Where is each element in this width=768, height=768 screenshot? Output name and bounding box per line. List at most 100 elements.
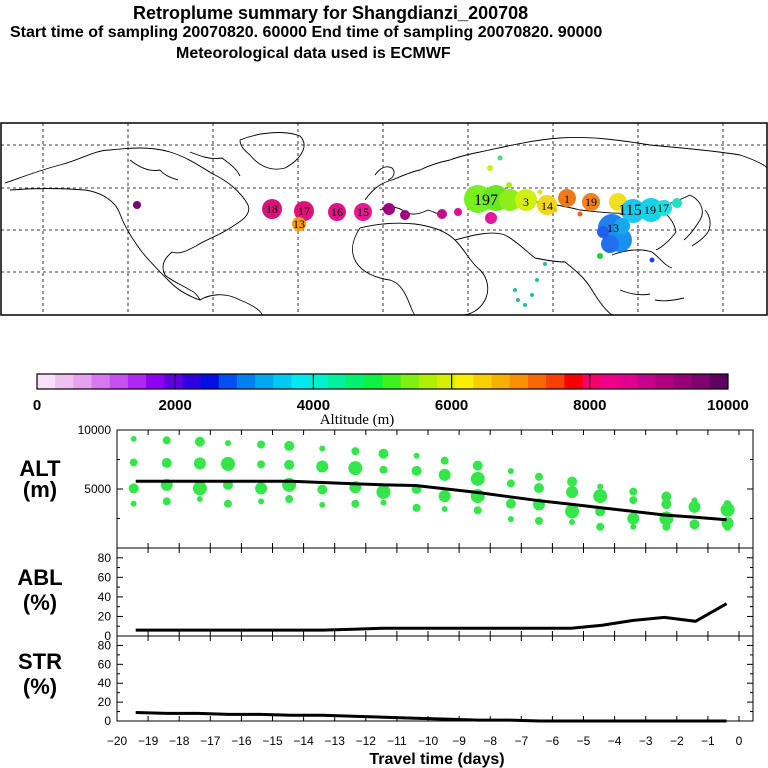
ytick-label: 20 [98, 695, 112, 709]
alt-dot [507, 468, 514, 475]
colorbar-swatch [109, 374, 129, 389]
alt-dot [258, 498, 265, 505]
colorbar-title: Altitude (m) [320, 412, 395, 428]
xtick-label: −8 [483, 734, 497, 748]
xtick-label: −10 [418, 734, 439, 748]
series-line [135, 711, 727, 723]
colorbar-swatch [637, 374, 656, 389]
colorbar-swatch [418, 374, 438, 389]
altitude-cluster-dots [128, 435, 735, 531]
alt-dot [593, 489, 608, 504]
xtick-label: −15 [262, 734, 283, 748]
alt-dot [473, 506, 482, 515]
colorbar-swatch [55, 374, 74, 389]
xtick-label: 0 [736, 734, 743, 748]
alt-dot [411, 465, 422, 476]
colorbar-swatch [382, 374, 402, 389]
alt-dot [661, 491, 672, 502]
altitude-colorbar: 0 2000 4000 6000 8000 10000 Altitude (m) [33, 373, 749, 428]
plume-dots [133, 155, 682, 307]
cluster-label: 19 [585, 195, 597, 209]
alt-dot [596, 522, 605, 531]
cluster-label: 17 [298, 204, 310, 218]
cluster-label: 115 [618, 202, 641, 219]
cluster-label: 197 [474, 192, 498, 209]
xtick-label: −7 [514, 734, 528, 748]
alt-dot [691, 523, 698, 530]
colorbar-swatch [218, 374, 238, 389]
alt-dot [379, 465, 388, 474]
alt-dot [534, 472, 543, 481]
colorbar-swatch [546, 374, 565, 389]
ytick-label: 40 [98, 590, 112, 604]
xtick-label: −19 [138, 734, 159, 748]
alt-dot [688, 500, 701, 513]
alt-dot [472, 460, 483, 471]
xtick-label: −11 [387, 734, 407, 748]
colorbar-swatch [91, 374, 111, 389]
alt-dot [319, 501, 326, 508]
alt-dot [130, 500, 137, 507]
alt-dot [566, 486, 579, 499]
ytick-label: 0 [104, 714, 111, 728]
xtick-label: −4 [608, 734, 622, 748]
colorbar-swatch [146, 374, 165, 389]
time-series-panels: ALT(m)100005000ABL(%)806040200STR(%)8060… [17, 423, 754, 768]
colorbar-swatch [164, 374, 183, 389]
panel-alt: ALT(m) 10000 5000 [19, 423, 754, 549]
series-line [135, 602, 728, 632]
alt-dot [128, 483, 139, 494]
colorbar-swatch [527, 374, 547, 389]
xtick-label: −14 [293, 734, 314, 748]
panel-frame [116, 547, 754, 637]
alt-dot [629, 487, 638, 496]
alt-dot [506, 479, 515, 488]
alt-dot [351, 499, 360, 508]
cluster-label: 18 [266, 202, 278, 216]
colorbar-tick-label: 0 [33, 397, 41, 414]
coastlines [4, 132, 768, 316]
alt-dot [257, 460, 266, 469]
cluster-label: 1 [564, 192, 570, 206]
colorbar-swatch [291, 374, 311, 389]
cluster-label: 13 [607, 221, 619, 235]
alt-dot [534, 516, 543, 525]
alt-dot [565, 504, 580, 519]
xtick-label: −17 [200, 734, 221, 748]
alt-dot [317, 484, 328, 495]
alt-dot [284, 440, 295, 451]
alt-dot [569, 519, 576, 526]
colorbar-swatch [309, 374, 329, 389]
alt-dot [129, 458, 138, 467]
colorbar-swatch [255, 374, 274, 389]
alt-dot [507, 516, 514, 523]
colorbar-swatch [491, 374, 511, 389]
alt-dot [220, 456, 235, 471]
alt-dot [533, 483, 544, 494]
panel-ylabel-unit: (%) [23, 590, 57, 615]
colorbar-swatch [473, 374, 493, 389]
alt-dot [224, 440, 231, 447]
colorbar-swatch [364, 374, 383, 389]
cluster-label: 17 [657, 201, 669, 215]
colorbar-swatch [691, 374, 711, 389]
colorbar-swatch [346, 374, 365, 389]
met-data-note: Meteorological data used is ECMWF [176, 45, 451, 62]
panel-frame [116, 635, 754, 722]
panel-ylabel: ABL [17, 565, 62, 590]
alt-dot [193, 457, 206, 470]
colorbar-swatch [200, 374, 220, 389]
alt-dot [257, 440, 266, 449]
series-line [135, 479, 727, 522]
cluster-label: 13 [293, 217, 305, 231]
alt-dot [348, 461, 363, 476]
alt-dot [255, 482, 268, 495]
colorbar-tick-label: 4000 [297, 397, 330, 414]
alt-dot [720, 502, 735, 517]
alt-dot [662, 522, 671, 531]
colorbar-swatch [127, 374, 147, 389]
panel-ylabel-unit: (m) [23, 477, 57, 502]
ytick-label: 60 [98, 657, 112, 671]
